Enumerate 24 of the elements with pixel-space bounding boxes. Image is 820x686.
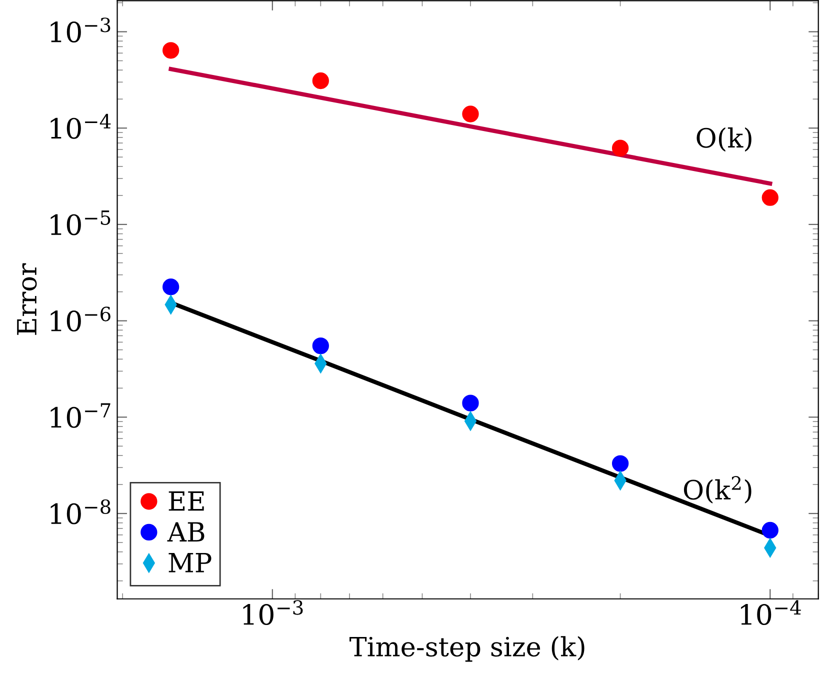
point — [762, 189, 778, 206]
y-tick-label: 10$^{−3}$ — [50, 18, 110, 42]
point — [612, 455, 629, 472]
point — [162, 42, 180, 59]
y-tick-label: 10$^{−6}$ — [50, 306, 110, 332]
y-tick-label: 10$^{−5}$ — [50, 210, 110, 236]
y-tick-label: 10$^{−7}$ — [50, 403, 110, 428]
x-axis-title: Time-step size (k) — [350, 636, 584, 662]
point — [162, 278, 180, 296]
point — [312, 337, 329, 354]
point — [462, 106, 479, 122]
line-series — [168, 66, 772, 186]
point — [762, 522, 778, 539]
legend-label: MP — [168, 553, 212, 572]
point — [612, 140, 629, 156]
y-axis-title: Error — [17, 263, 37, 335]
y-tick-label: 10$^{−4}$ — [50, 114, 111, 139]
point — [462, 394, 479, 412]
point — [312, 72, 329, 90]
y-tick-label: 10$^{−8}$ — [50, 499, 110, 524]
annotation: O(k$^{2}$) — [684, 476, 752, 504]
annotation: O(k) — [696, 127, 752, 152]
legend-label: AB — [167, 522, 204, 542]
legend-label: EE — [168, 491, 204, 511]
